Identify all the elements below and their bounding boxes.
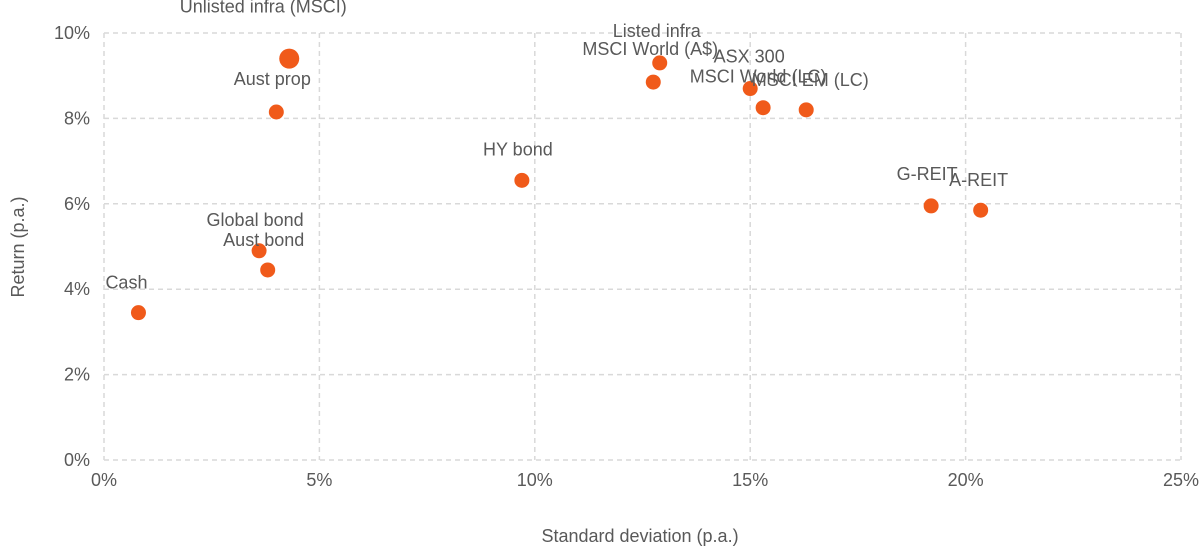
- x-tick-label: 5%: [306, 470, 332, 490]
- data-label: Cash: [105, 273, 147, 293]
- x-tick-label: 15%: [732, 470, 768, 490]
- data-label: Aust prop: [234, 69, 311, 89]
- data-point: [251, 243, 267, 259]
- data-point: [652, 55, 668, 71]
- data-label: MSCI World (A$): [582, 39, 718, 59]
- x-tick-label: 0%: [91, 470, 117, 490]
- data-point: [742, 81, 758, 97]
- grid: [103, 32, 1182, 461]
- data-point: [268, 104, 284, 120]
- data-label: ASX 300: [714, 47, 785, 67]
- x-tick-label: 10%: [517, 470, 553, 490]
- x-tick-label: 25%: [1163, 470, 1199, 490]
- data-label: MSCI World (LC): [690, 67, 827, 87]
- y-tick-label: 10%: [54, 23, 90, 43]
- y-tick-label: 8%: [64, 108, 90, 128]
- data-point: [645, 74, 661, 90]
- y-tick-label: 6%: [64, 194, 90, 214]
- data-label: Unlisted infra (MSCI): [180, 0, 347, 17]
- y-tick-label: 2%: [64, 365, 90, 385]
- x-axis-title: Standard deviation (p.a.): [541, 526, 738, 546]
- data-label: Global bond: [207, 210, 304, 230]
- data-point: [798, 102, 814, 118]
- data-label: A-REIT: [949, 170, 1008, 190]
- y-axis-title: Return (p.a.): [8, 196, 28, 297]
- data-point: [260, 262, 276, 278]
- y-tick-label: 4%: [64, 279, 90, 299]
- y-axis-ticks: 0% 2% 4% 6% 8% 10%: [54, 23, 90, 470]
- x-axis-ticks: 0% 5% 10% 15% 20% 25%: [91, 470, 1199, 490]
- data-point: [923, 198, 939, 214]
- data-label: MSCI EM (LC): [752, 70, 869, 90]
- data-point: [973, 202, 989, 218]
- x-tick-label: 20%: [948, 470, 984, 490]
- data-label: HY bond: [483, 139, 553, 159]
- data-point: [279, 48, 300, 69]
- data-label: Listed infra: [613, 21, 702, 41]
- data-label: G-REIT: [897, 164, 958, 184]
- data-label: Aust bond: [223, 230, 304, 250]
- y-tick-label: 0%: [64, 450, 90, 470]
- data-point: [130, 305, 146, 321]
- data-points: [130, 48, 989, 321]
- data-point: [514, 172, 530, 188]
- data-point: [755, 100, 771, 116]
